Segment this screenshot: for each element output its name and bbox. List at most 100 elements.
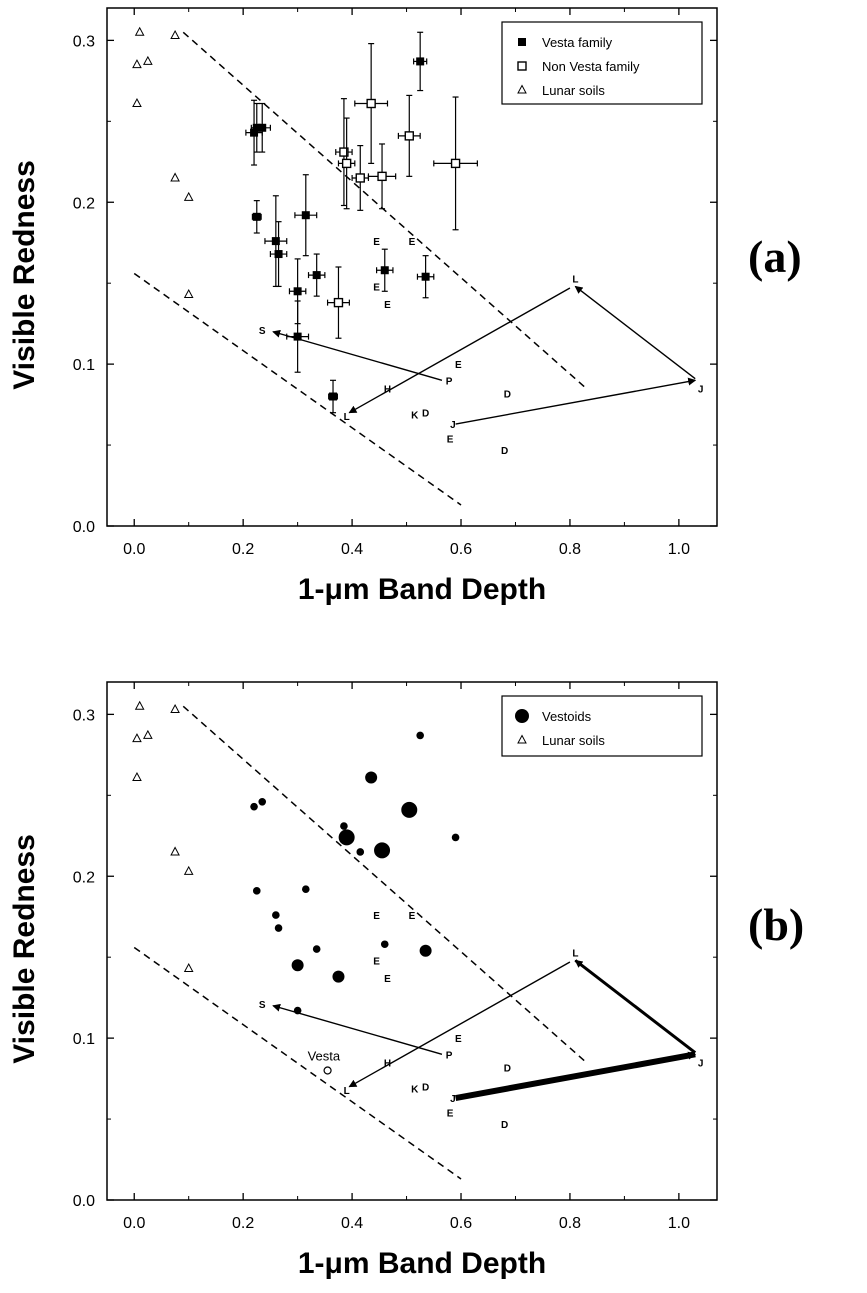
letter-marker: L bbox=[572, 274, 578, 285]
plot-frame bbox=[106, 681, 718, 1201]
x-tick-label: 0.0 bbox=[123, 1215, 145, 1232]
lunar-soil-marker bbox=[183, 865, 194, 875]
y-tick-label: 0.0 bbox=[73, 1193, 95, 1210]
legend: Vestoids Lunar soils bbox=[501, 695, 703, 757]
letter-marker: E bbox=[409, 911, 416, 922]
vestoid-marker bbox=[250, 802, 258, 811]
letter-marker: J bbox=[450, 1094, 456, 1105]
legend-label: Vesta family bbox=[542, 35, 613, 50]
letter-marker: P bbox=[446, 376, 453, 387]
vesta-family-marker bbox=[380, 266, 389, 275]
letter-marker: E bbox=[373, 956, 380, 967]
lunar-soil-marker bbox=[170, 29, 180, 40]
x-tick-label: 1.0 bbox=[668, 1215, 690, 1232]
y-tick-label: 0.0 bbox=[73, 519, 95, 536]
lunar-soil-marker bbox=[170, 703, 180, 714]
lunar-soil-marker bbox=[143, 55, 153, 65]
x-tick-label: 1.0 bbox=[668, 541, 690, 558]
letter-marker: E bbox=[373, 237, 380, 248]
legend-label: Lunar soils bbox=[542, 733, 605, 748]
letter-marker: E bbox=[384, 974, 391, 985]
x-axis-title: 1-μm Band Depth bbox=[298, 1247, 546, 1280]
letter-marker: E bbox=[455, 360, 462, 371]
vestoid-marker bbox=[374, 842, 391, 859]
vesta-family-marker bbox=[421, 272, 430, 281]
letter-marker: D bbox=[504, 389, 511, 400]
letter-marker: J bbox=[450, 420, 456, 431]
trend-arrow bbox=[272, 1003, 443, 1055]
x-tick-label: 0.4 bbox=[341, 541, 363, 558]
trend-arrow bbox=[348, 287, 571, 414]
letter-marker: E bbox=[384, 300, 391, 311]
letter-marker: E bbox=[447, 1109, 454, 1120]
vesta-family-marker bbox=[293, 332, 302, 341]
vestoid-marker bbox=[356, 848, 365, 856]
legend-vestoid-icon bbox=[515, 709, 529, 723]
vesta-family-marker bbox=[416, 57, 425, 66]
vesta-family-marker bbox=[293, 287, 302, 296]
vestoid-marker bbox=[301, 885, 310, 893]
non-vesta-family-marker bbox=[404, 131, 414, 141]
trend-arrow bbox=[455, 1051, 697, 1101]
vesta-marker bbox=[323, 1066, 332, 1075]
dashed-boundary-line bbox=[133, 272, 462, 506]
vestoid-marker bbox=[258, 797, 267, 806]
legend-label: Non Vesta family bbox=[542, 59, 640, 74]
letter-marker: D bbox=[504, 1063, 511, 1074]
vestoid-marker bbox=[252, 887, 261, 895]
vestoid-marker bbox=[365, 771, 378, 784]
vesta-family-marker bbox=[252, 212, 261, 221]
y-tick-label: 0.3 bbox=[73, 33, 95, 50]
vesta-label: Vesta bbox=[308, 1049, 341, 1064]
lunar-soil-marker bbox=[170, 846, 180, 856]
y-tick-label: 0.1 bbox=[73, 1031, 95, 1048]
vestoid-marker bbox=[312, 945, 321, 953]
letter-marker: E bbox=[447, 435, 454, 446]
lunar-soil-marker bbox=[517, 734, 527, 744]
letter-marker: J bbox=[698, 384, 704, 395]
dashed-boundary-line bbox=[182, 705, 587, 1063]
panel-label: (b) bbox=[748, 899, 804, 950]
panel-b: 0.0 0.2 0.4 0.6 0.8 1.0 0.0 0.1 0.2 0.3 1-μm Band … bbox=[8, 681, 804, 1280]
lunar-soil-marker bbox=[183, 191, 194, 201]
panel-label: (a) bbox=[748, 231, 802, 282]
non-vesta-family-marker bbox=[341, 158, 352, 169]
letter-marker: K bbox=[411, 410, 419, 421]
lunar-soil-marker bbox=[143, 729, 153, 739]
non-vesta-family-marker bbox=[450, 158, 461, 169]
lunar-soil-marker bbox=[517, 84, 527, 94]
non-vesta-family-marker bbox=[517, 61, 527, 71]
y-axis-title: Visible Redness bbox=[8, 834, 41, 1064]
letter-marker: E bbox=[373, 911, 380, 922]
x-tick-label: 0.6 bbox=[450, 541, 472, 558]
letter-marker: H bbox=[384, 1058, 391, 1069]
letter-marker: L bbox=[344, 1086, 350, 1097]
y-tick-label: 0.3 bbox=[73, 707, 95, 724]
letter-marker: L bbox=[572, 948, 578, 959]
vestoid-marker bbox=[293, 1006, 302, 1015]
legend-label: Vestoids bbox=[542, 709, 592, 724]
vesta-family-marker bbox=[258, 123, 267, 132]
legend-label: Lunar soils bbox=[542, 83, 605, 98]
letter-marker: E bbox=[409, 237, 416, 248]
vesta-family-marker bbox=[518, 38, 526, 46]
lunar-soil-marker bbox=[170, 172, 180, 182]
lunar-soil-marker bbox=[183, 962, 194, 973]
dashed-boundary-line bbox=[182, 31, 587, 389]
y-tick-label: 0.2 bbox=[73, 869, 95, 886]
vestoid-marker bbox=[416, 731, 424, 740]
x-tick-label: 0.8 bbox=[559, 1215, 581, 1232]
lunar-soil-marker bbox=[132, 733, 142, 743]
letter-marker: P bbox=[446, 1050, 453, 1061]
trend-arrow bbox=[574, 959, 697, 1054]
x-tick-label: 0.8 bbox=[559, 541, 581, 558]
letter-marker: K bbox=[411, 1084, 419, 1095]
x-tick-label: 0.0 bbox=[123, 541, 145, 558]
lunar-soil-marker bbox=[132, 59, 142, 69]
letter-marker: D bbox=[501, 446, 508, 457]
non-vesta-family-marker bbox=[377, 171, 387, 182]
vesta-family-marker bbox=[301, 211, 310, 220]
letter-marker: S bbox=[259, 326, 266, 337]
vestoid-marker bbox=[451, 833, 460, 842]
letter-marker: E bbox=[373, 282, 380, 293]
